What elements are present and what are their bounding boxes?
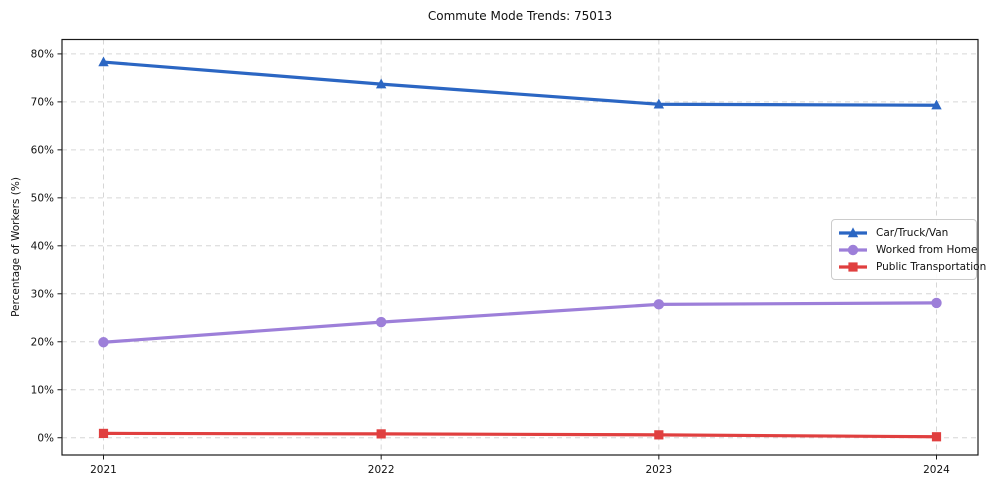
y-tick-label: 10% (31, 384, 54, 396)
series-worked-from-home-line (101, 301, 939, 344)
series-car-truck-van-marker-triangle (375, 78, 387, 89)
series-public-transportation-marker-square (654, 430, 664, 440)
series-public-transportation-marker-square (931, 432, 942, 442)
chart-title: Commute Mode Trends: 75013 (427, 9, 613, 23)
y-tick-label: 40% (31, 241, 54, 253)
legend-label: Worked from Home (876, 243, 978, 256)
plot-border (61, 38, 979, 456)
series-car-truck-van-marker-triangle (653, 98, 665, 109)
legend-marker-square (848, 261, 858, 272)
legend-item-worked-from-home: Worked from Home (838, 241, 977, 258)
legend-label: Public Transportation (876, 260, 987, 273)
legend-item-public-transportation: Public Transportation (838, 258, 986, 275)
legend-swatch-line-icon (839, 261, 867, 272)
x-tick-label: 2024 (923, 464, 950, 476)
x-tick-label: 2023 (645, 464, 672, 476)
y-tick-label: 60% (31, 145, 54, 157)
series-worked-from-home-marker-circle (931, 297, 942, 309)
y-tick-label: 20% (31, 336, 54, 348)
series-public-transportation-line (101, 431, 939, 439)
series-public-transportation-marker-square (98, 428, 109, 439)
series-worked-from-home-marker-circle (653, 299, 665, 310)
legend-swatch-line-icon (839, 244, 867, 255)
series-worked-from-home-marker-circle (375, 316, 387, 328)
legend-marker-circle (847, 244, 859, 255)
series-public-transportation-marker-square (376, 429, 386, 439)
y-tick-label: 80% (31, 49, 54, 61)
y-tick-label: 0% (37, 432, 54, 444)
y-tick-label: 50% (31, 193, 54, 205)
legend-item-car-truck-van: Car/Truck/Van (838, 224, 970, 241)
series-car-truck-van-line (101, 60, 939, 107)
y-tick-label: 30% (31, 288, 54, 300)
y-tick-label: 70% (31, 97, 54, 109)
series-worked-from-home-marker-circle (98, 337, 109, 348)
legend-swatch-line-icon (839, 226, 867, 237)
legend-label: Car/Truck/Van (876, 226, 949, 239)
legend-marker-triangle (847, 226, 859, 237)
x-tick-label: 2022 (368, 464, 395, 476)
series-car-truck-van-marker-triangle (931, 99, 942, 110)
legend: Car/Truck/Van Worked from Home Public Tr… (831, 219, 986, 280)
x-tick-label: 2021 (90, 464, 117, 476)
series-car-truck-van-marker-triangle (98, 56, 109, 67)
